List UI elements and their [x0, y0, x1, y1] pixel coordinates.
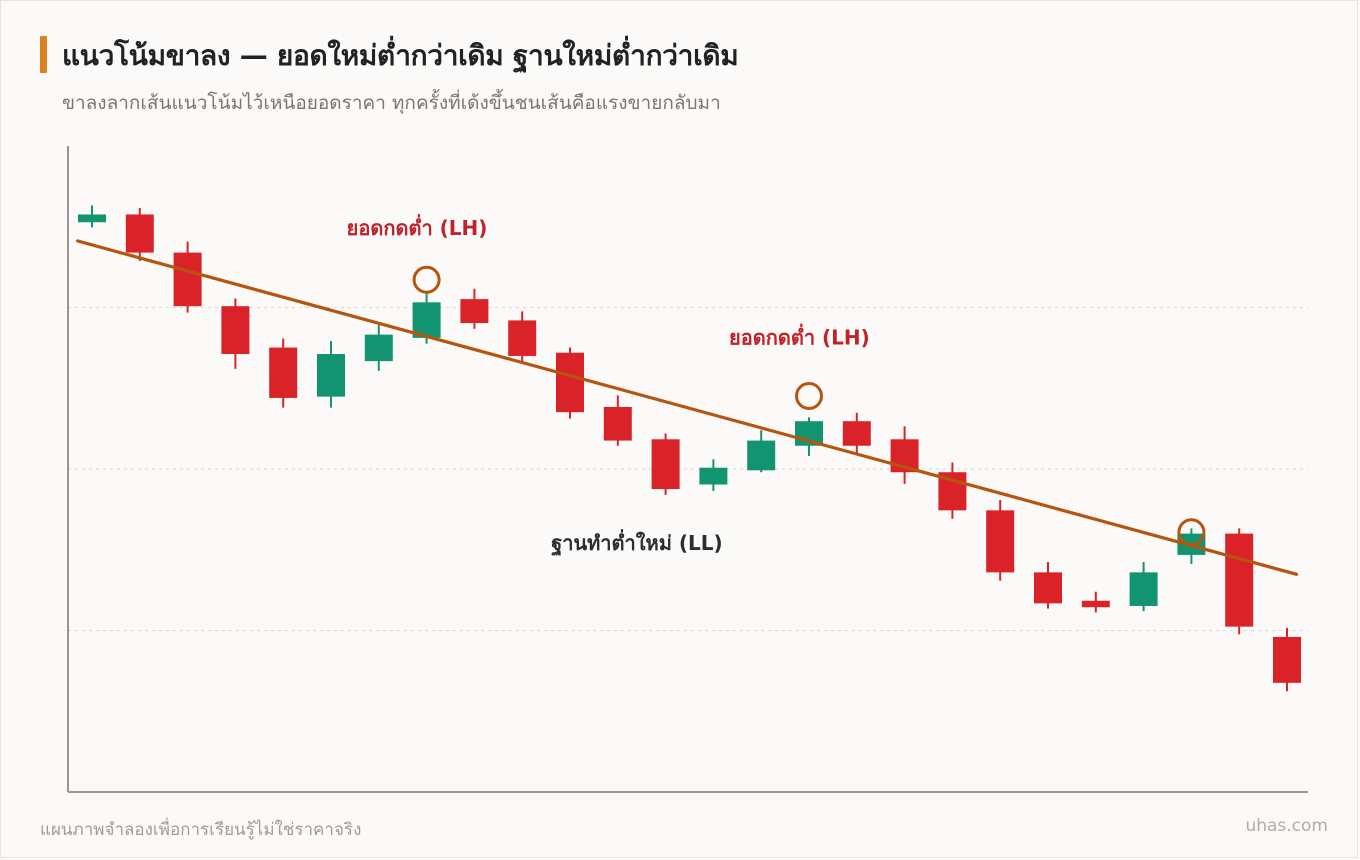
candle-down	[1034, 562, 1062, 609]
markers-layer	[412, 265, 1206, 547]
candle-body	[412, 302, 441, 338]
lower-high-label: ยอดกดต่ำ (LH)	[729, 322, 870, 349]
axes	[67, 146, 1308, 793]
annotations-layer: ยอดกดต่ำ (LH) ยอดกดต่ำ (LH) ฐานทำต่ำใหม่ (…	[347, 213, 870, 557]
page-title: แนวโน้มขาลง — ยอดใหม่ต่ำกว่าเดิม ฐานใหม่…	[62, 39, 739, 72]
touch-marker	[1177, 518, 1206, 547]
candle-body	[986, 510, 1015, 573]
candle-body	[364, 334, 393, 362]
candle-down	[269, 338, 298, 408]
candle-down	[173, 241, 202, 313]
touch-marker	[412, 265, 441, 294]
title-accent-bar	[40, 36, 47, 73]
candle-up	[1129, 562, 1158, 612]
page-subtitle: ขาลงลากเส้นแนวโน้มไว้เหนือยอดราคา ทุกครั…	[62, 92, 721, 114]
candle-body	[556, 352, 584, 413]
candle-down	[1225, 528, 1254, 635]
footer-note: แผนภาพจำลองเพื่อการเรียนรู้ไม่ใช่ราคาจริ…	[40, 820, 362, 840]
candle-body	[508, 320, 537, 356]
candle-body	[699, 467, 728, 485]
candle-down	[508, 311, 537, 364]
candle-body	[1273, 636, 1301, 683]
candle-down	[842, 412, 871, 455]
candle-down	[556, 347, 584, 419]
candle-body	[1034, 572, 1062, 604]
candle-body	[221, 306, 250, 355]
candle-body	[269, 347, 298, 398]
candle-down	[651, 433, 680, 495]
candle-body	[1129, 572, 1158, 606]
candle-body	[78, 214, 106, 223]
candle-body	[317, 354, 345, 397]
candle-down	[938, 462, 967, 519]
candle-down	[125, 208, 154, 261]
candle-up	[747, 430, 776, 473]
candle-down	[1081, 591, 1110, 613]
candle-up	[317, 341, 345, 408]
candle-body	[1225, 533, 1254, 627]
footer-brand: uhas.com	[1245, 816, 1328, 836]
candle-body	[173, 252, 202, 307]
candle-down	[986, 500, 1015, 581]
candle-body	[460, 299, 489, 324]
candle-body	[125, 214, 154, 253]
candle-down	[1273, 627, 1301, 692]
lower-high-label: ยอดกดต่ำ (LH)	[347, 213, 488, 240]
candle-down	[460, 288, 489, 329]
candle-body	[747, 440, 776, 471]
candle-body	[842, 421, 871, 446]
candle-body	[651, 439, 680, 490]
lower-low-label: ฐานทำต่ำใหม่ (LL)	[551, 528, 722, 557]
trendline-layer	[76, 239, 1299, 576]
candle-down	[890, 426, 919, 484]
candle-body	[603, 406, 632, 441]
candle-up	[364, 324, 393, 371]
candle-down	[221, 298, 250, 369]
candles	[78, 205, 1301, 692]
candle-up	[699, 459, 728, 491]
touch-marker	[795, 382, 823, 411]
candle-down	[603, 395, 632, 446]
candle-body	[1081, 600, 1110, 608]
downtrend-line	[76, 239, 1299, 576]
gridlines	[68, 307, 1308, 631]
candle-up	[78, 205, 106, 228]
